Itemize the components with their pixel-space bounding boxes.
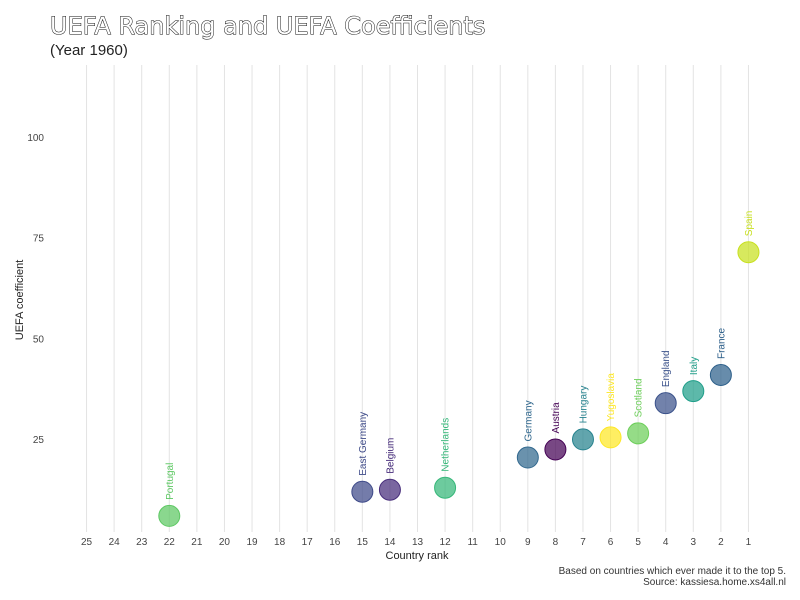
x-tick-label: 21: [191, 537, 203, 548]
point-label: Spain: [744, 211, 755, 237]
x-tick-label: 8: [553, 537, 559, 548]
data-point-spain: [737, 241, 760, 264]
point-label: East Germany: [358, 412, 369, 476]
point-label: Portugal: [165, 463, 176, 500]
point-label: Netherlands: [441, 418, 452, 472]
x-tick-label: 11: [467, 537, 478, 548]
x-tick-label: 1: [746, 537, 752, 548]
x-tick-label: 15: [357, 537, 369, 548]
y-tick-label: 50: [33, 334, 45, 345]
data-point-scotland: [627, 422, 650, 445]
x-tick-label: 23: [136, 537, 148, 548]
x-tick-label: 2: [718, 537, 724, 548]
x-tick-label: 5: [635, 537, 641, 548]
x-tick-label: 9: [525, 537, 531, 548]
y-axis-title: UEFA coefficient: [14, 260, 26, 341]
data-point-france: [709, 363, 732, 386]
x-tick-label: 19: [246, 537, 258, 548]
x-tick-label: 17: [302, 537, 314, 548]
chart-subtitle: (Year 1960): [50, 42, 128, 59]
x-tick-label: 10: [495, 537, 507, 548]
x-tick-label: 14: [384, 537, 396, 548]
point-label: Belgium: [385, 438, 396, 474]
point-labels: Portugal East Germany Belgium Netherlands Ge…: [165, 211, 755, 500]
x-tick-label: 13: [412, 537, 424, 548]
data-point-italy: [682, 380, 705, 403]
data-point-germany: [516, 446, 539, 469]
x-tick-label: 22: [164, 537, 176, 548]
y-tick-label: 25: [33, 435, 45, 446]
x-tick-label: 6: [608, 537, 614, 548]
point-label: France: [716, 327, 727, 359]
grid: [86, 65, 749, 532]
data-point-netherlands: [434, 476, 457, 499]
data-point-england: [654, 392, 677, 415]
x-tick-label: 25: [81, 537, 93, 548]
data-point-hungary: [571, 428, 594, 451]
x-axis-title: Country rank: [386, 550, 449, 562]
data-point-austria: [544, 438, 567, 461]
x-tick-label: 18: [274, 537, 286, 548]
data-points: [158, 241, 760, 527]
point-label: Hungary: [578, 386, 589, 424]
point-label: Yugoslavia: [606, 373, 617, 422]
point-label: Austria: [551, 402, 562, 434]
data-point-east-germany: [351, 480, 374, 503]
x-tick-label: 12: [440, 537, 452, 548]
point-label: Scotland: [634, 378, 645, 417]
chart-title: UEFA Ranking and UEFA Coefficients: [50, 12, 485, 40]
point-label: Germany: [523, 400, 534, 441]
data-point-portugal: [158, 504, 181, 527]
point-label: Italy: [689, 357, 700, 375]
x-tick-label: 3: [691, 537, 697, 548]
x-tick-label: 7: [580, 537, 586, 548]
caption-source: Source: kassiesa.home.xs4all.nl: [643, 577, 786, 588]
x-tick-label: 4: [663, 537, 669, 548]
x-tick-label: 24: [109, 537, 121, 548]
data-point-belgium: [378, 478, 401, 501]
x-tick-label: 16: [329, 537, 341, 548]
data-point-yugoslavia: [599, 426, 622, 449]
y-tick-label: 100: [27, 133, 44, 144]
caption-note: Based on countries which ever made it to…: [559, 566, 786, 577]
x-axis-ticks: 25 24 23 22 21 20 19 18 17 16 15 14 13 12 11 10 9 8 7 6 5 4 3 2…: [81, 537, 752, 548]
x-tick-label: 20: [219, 537, 231, 548]
y-axis-ticks: 25 50 75 100: [27, 133, 44, 446]
y-tick-label: 75: [33, 234, 45, 245]
point-label: England: [661, 350, 672, 387]
